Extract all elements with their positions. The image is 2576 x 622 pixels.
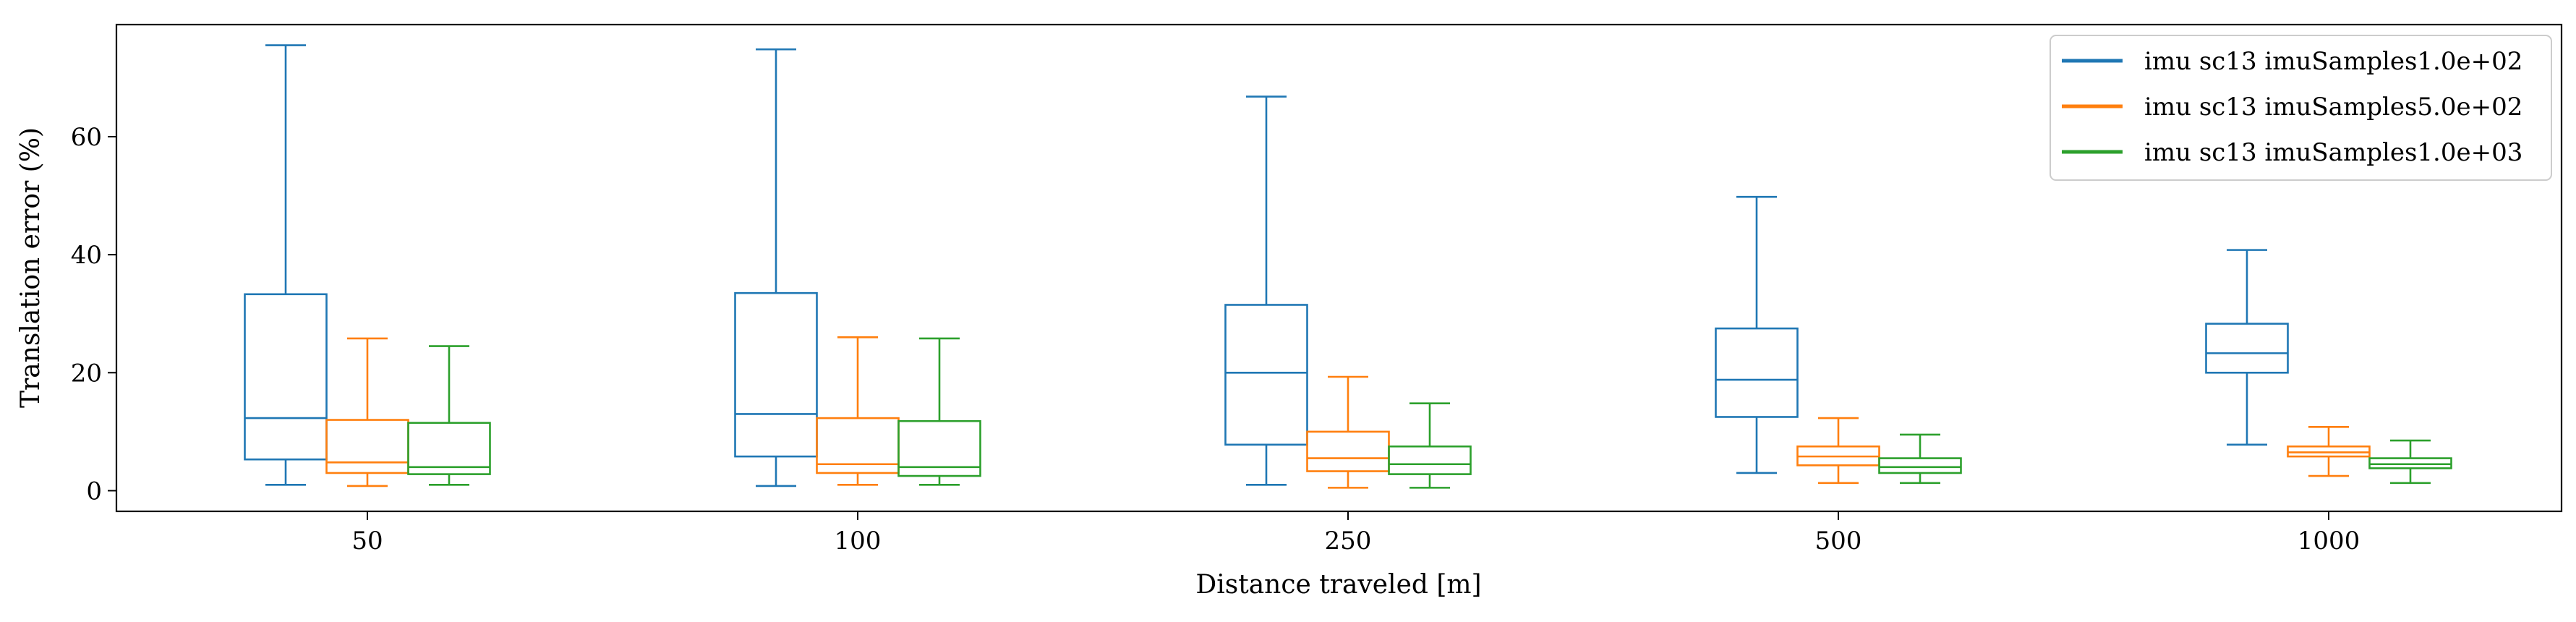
y-tick-label: 60 [71,123,102,152]
iqr-box [897,419,981,477]
legend-label: imu sc13 imuSamples1.0e+03 [2144,138,2522,167]
legend-box [2050,35,2552,181]
box-1-500 [1715,195,1799,474]
iqr-box [2205,323,2289,374]
box-2-50 [325,337,409,487]
x-tick-label: 500 [1815,527,1862,555]
iqr-box [407,422,491,475]
x-tick-label: 50 [351,527,383,555]
box-1-50 [244,44,328,486]
box-2-100 [816,336,900,486]
x-tick-label: 100 [835,527,882,555]
iqr-box [1878,457,1962,474]
box-3-50 [407,345,491,486]
plot-area [244,44,2452,489]
y-axis-label: Translation error (%) [16,127,46,408]
iqr-box [1306,430,1390,472]
box-2-1000 [2287,426,2371,477]
x-tick-label: 1000 [2298,527,2360,555]
box-3-100 [897,337,981,486]
iqr-box [1224,304,1308,446]
legend-label: imu sc13 imuSamples1.0e+02 [2144,47,2522,76]
iqr-box [1388,445,1472,475]
axes-frame [115,23,2563,513]
box-3-250 [1388,402,1472,489]
box-1-1000 [2205,249,2289,446]
box-2-250 [1306,375,1390,489]
y-tick-label: 0 [86,477,102,506]
x-axis-label: Distance traveled [m] [1195,570,1481,600]
box-1-250 [1224,95,1308,486]
iqr-box [1715,327,1799,418]
iqr-box [734,291,818,458]
legend: imu sc13 imuSamples1.0e+02 imu sc13 imuSa… [2050,35,2552,181]
iqr-box [244,293,328,461]
legend-label: imu sc13 imuSamples5.0e+02 [2144,93,2522,122]
box-1-100 [734,48,818,487]
box-2-500 [1796,417,1880,485]
box-3-500 [1878,433,1962,485]
x-tick-label: 250 [1325,527,1372,555]
box-3-1000 [2368,439,2452,485]
y-tick-label: 40 [71,241,102,270]
iqr-box [325,419,409,474]
y-tick-label: 20 [71,359,102,388]
